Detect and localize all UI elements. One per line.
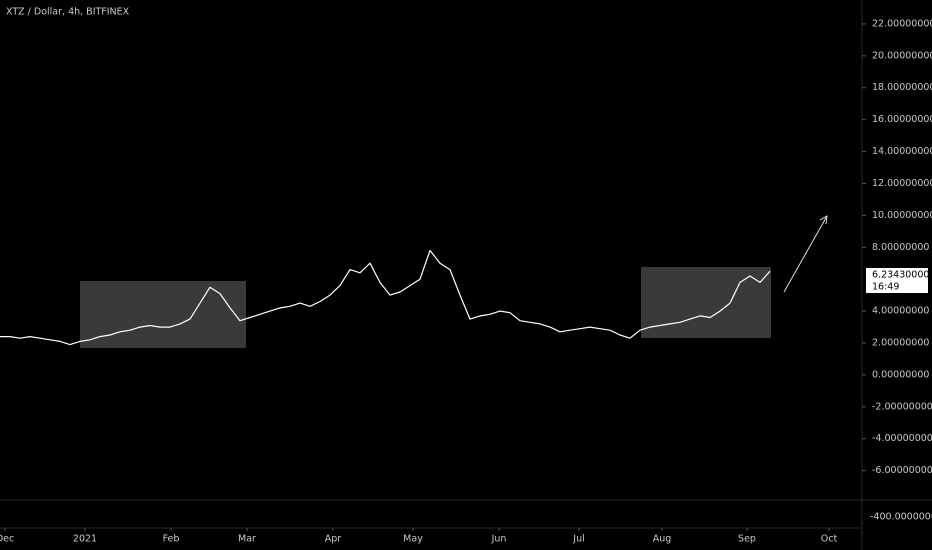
y-tick-label: -4.00000000 — [872, 433, 932, 444]
price-line — [0, 249, 771, 346]
last-price-label: 6.23430000 — [872, 270, 929, 281]
highlight-box — [641, 267, 771, 338]
x-tick-label: May — [403, 534, 423, 545]
y-tick-label: 14.00000000 — [872, 146, 932, 157]
x-tick-label: Oct — [821, 534, 838, 545]
y-tick-label: 0.00000000 — [872, 369, 929, 380]
y-tick-label: 2.00000000 — [872, 338, 929, 349]
chart-title: XTZ / Dollar, 4h, BITFINEX — [6, 7, 130, 18]
y-tick-label: -6.00000000 — [872, 465, 932, 476]
y-tick-label: 16.00000000 — [872, 114, 932, 125]
arrow — [783, 215, 828, 293]
arrow-head — [819, 215, 828, 225]
x-tick-label: 2021 — [73, 534, 97, 545]
x-tick-label: Jul — [572, 534, 584, 545]
x-tick-label: Mar — [238, 534, 256, 545]
x-tick-label: Aug — [653, 534, 672, 545]
y-tick-label: 10.00000000 — [872, 210, 932, 221]
y-tick-label: 12.00000000 — [872, 178, 932, 189]
x-tick-label: Apr — [325, 534, 342, 545]
y-tick-label: 20.00000000 — [872, 50, 932, 61]
highlight-box — [80, 281, 246, 348]
y-tick-label: 4.00000000 — [872, 306, 929, 317]
x-tick-label: Dec — [0, 534, 14, 545]
y-tick-label: 22.00000000 — [872, 18, 932, 29]
y-tick-label: -2.00000000 — [872, 401, 932, 412]
lower-pane-tick: -400.00000000 — [870, 512, 932, 523]
y-tick-label: 18.00000000 — [872, 82, 932, 93]
x-tick-label: Sep — [738, 534, 756, 545]
countdown: 16:49 — [872, 282, 899, 293]
price-label-box — [866, 268, 928, 293]
x-tick-label: Jun — [491, 534, 507, 545]
y-tick-label: 8.00000000 — [872, 242, 929, 253]
x-tick-label: Feb — [163, 534, 180, 545]
